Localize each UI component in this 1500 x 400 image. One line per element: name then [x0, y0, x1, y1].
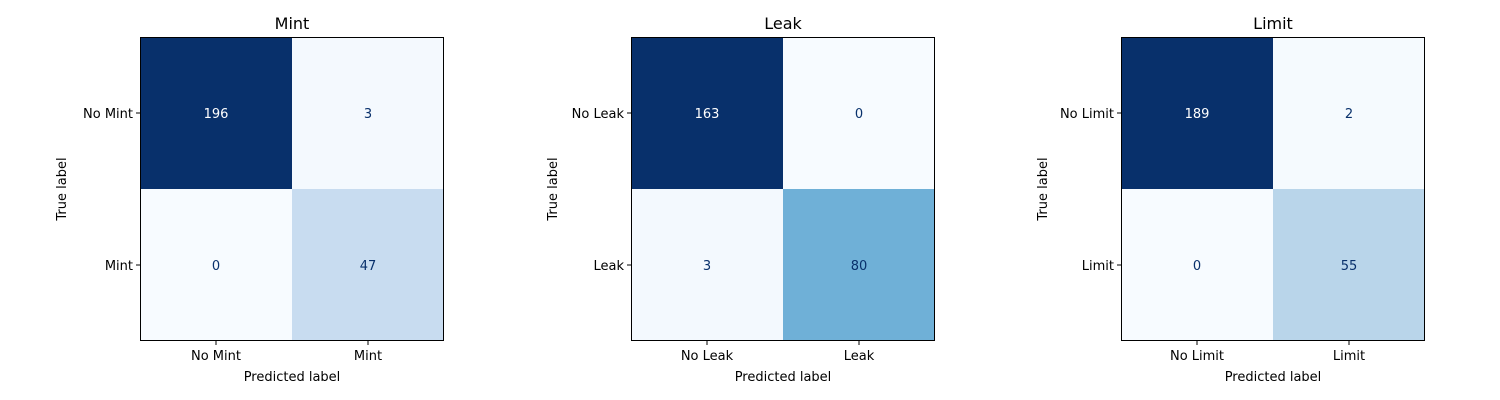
- panel-title: Leak: [764, 14, 802, 33]
- y-tick-label: No Mint: [83, 107, 133, 122]
- x-axis-label: Predicted label: [244, 370, 341, 385]
- x-tick-label: Leak: [844, 349, 875, 364]
- cell-value-label: 47: [360, 259, 377, 274]
- matrix-cell: [292, 37, 444, 189]
- y-axis-label: True label: [55, 157, 70, 221]
- y-axis-label: True label: [1036, 157, 1051, 221]
- confusion-matrix-panel: 189 2 0 55 Limit No Limit Limit No Limit Limit Pr…: [1036, 14, 1425, 385]
- matrix-cell: [783, 37, 935, 189]
- cell-value-label: 80: [851, 259, 868, 274]
- confusion-matrix-panel: 196 3 0 47 Mint No Mint Mint No Mint Mint Predict…: [55, 14, 444, 385]
- matrix-cell: [140, 189, 292, 341]
- cell-value-label: 189: [1185, 107, 1210, 122]
- matrix-cell: [631, 37, 783, 189]
- y-axis-label: True label: [546, 157, 561, 221]
- cell-value-label: 196: [204, 107, 229, 122]
- matrix-cell: [1273, 37, 1425, 189]
- matrix-cell: [631, 189, 783, 341]
- axes-frame: [140, 37, 444, 341]
- axes-frame: [1121, 37, 1425, 341]
- cell-value-label: 163: [695, 107, 720, 122]
- confusion-matrix-panel: 163 0 3 80 Leak No Leak Leak No Leak Leak Predict…: [546, 14, 935, 385]
- cell-value-label: 0: [212, 259, 220, 274]
- x-axis-label: Predicted label: [1225, 370, 1322, 385]
- panel-title: Mint: [275, 14, 310, 33]
- cell-value-label: 0: [855, 107, 863, 122]
- cell-value-label: 55: [1341, 259, 1358, 274]
- matrix-cell: [292, 189, 444, 341]
- x-tick-label: No Limit: [1170, 349, 1224, 364]
- axes-frame: [631, 37, 935, 341]
- cell-value-label: 0: [1193, 259, 1201, 274]
- y-tick-label: Leak: [593, 259, 624, 274]
- y-tick-label: Mint: [105, 259, 133, 274]
- matrix-cell: [1121, 189, 1273, 341]
- panel-title: Limit: [1253, 14, 1293, 33]
- cell-value-label: 3: [703, 259, 711, 274]
- x-axis-label: Predicted label: [735, 370, 832, 385]
- matrix-cell: [1273, 189, 1425, 341]
- y-tick-label: No Leak: [572, 107, 625, 122]
- cell-value-label: 2: [1345, 107, 1353, 122]
- x-tick-label: Mint: [354, 349, 382, 364]
- x-tick-label: Limit: [1333, 349, 1365, 364]
- matrix-cell: [1121, 37, 1273, 189]
- matrix-cell: [140, 37, 292, 189]
- y-tick-label: Limit: [1082, 259, 1114, 274]
- y-tick-label: No Limit: [1060, 107, 1114, 122]
- cell-value-label: 3: [364, 107, 372, 122]
- x-tick-label: No Mint: [191, 349, 241, 364]
- matrix-cell: [783, 189, 935, 341]
- x-tick-label: No Leak: [681, 349, 734, 364]
